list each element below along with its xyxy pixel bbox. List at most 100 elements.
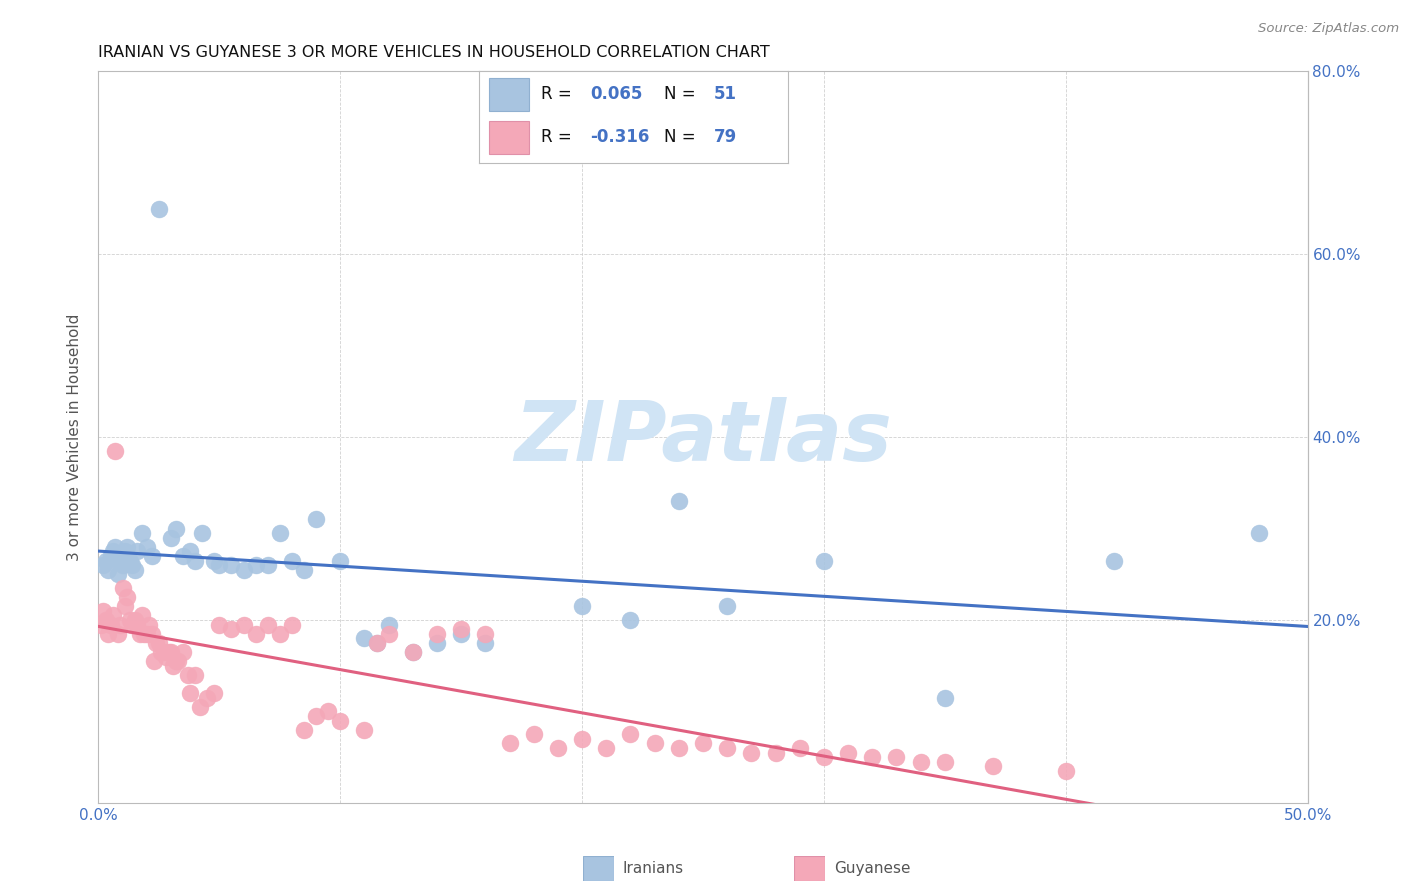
- Point: [184, 667, 207, 681]
- Point: [366, 636, 388, 650]
- Text: Guyanese: Guyanese: [834, 862, 910, 876]
- Point: [245, 626, 267, 640]
- Text: Source: ZipAtlas.com: Source: ZipAtlas.com: [1258, 22, 1399, 36]
- Point: [981, 759, 1004, 773]
- Point: [547, 740, 569, 755]
- Point: [131, 608, 153, 623]
- Point: [155, 649, 177, 664]
- Point: [145, 636, 167, 650]
- Point: [127, 617, 149, 632]
- Point: [114, 599, 136, 614]
- Text: IRANIAN VS GUYANESE 3 OR MORE VEHICLES IN HOUSEHOLD CORRELATION CHART: IRANIAN VS GUYANESE 3 OR MORE VEHICLES I…: [98, 45, 770, 61]
- Point: [141, 549, 163, 563]
- Point: [117, 540, 139, 554]
- Point: [90, 617, 112, 632]
- Point: [281, 553, 304, 567]
- Point: [195, 690, 218, 705]
- Point: [281, 617, 304, 632]
- Point: [221, 622, 243, 636]
- Point: [329, 714, 352, 728]
- Point: [135, 626, 157, 640]
- Point: [172, 549, 194, 563]
- Point: [1102, 553, 1125, 567]
- Point: [316, 705, 339, 719]
- Point: [101, 608, 124, 623]
- Point: [208, 617, 231, 632]
- Point: [141, 626, 163, 640]
- Point: [97, 563, 120, 577]
- Point: [789, 740, 811, 755]
- Point: [813, 750, 835, 764]
- Point: [101, 544, 124, 558]
- Point: [245, 558, 267, 573]
- Point: [160, 645, 183, 659]
- Point: [177, 667, 200, 681]
- Point: [305, 709, 328, 723]
- Point: [134, 626, 156, 640]
- Point: [162, 658, 184, 673]
- Point: [571, 599, 593, 614]
- Point: [860, 750, 883, 764]
- Point: [150, 645, 173, 659]
- Point: [118, 553, 141, 567]
- Point: [165, 654, 187, 668]
- Point: [152, 645, 174, 659]
- Point: [377, 617, 399, 632]
- Point: [292, 563, 315, 577]
- Point: [353, 632, 375, 646]
- Point: [644, 736, 666, 750]
- Point: [188, 699, 211, 714]
- Point: [595, 740, 617, 755]
- Point: [692, 736, 714, 750]
- Point: [402, 645, 425, 659]
- Point: [813, 553, 835, 567]
- Point: [292, 723, 315, 737]
- Point: [740, 746, 762, 760]
- Point: [114, 544, 136, 558]
- Point: [498, 736, 520, 750]
- Point: [474, 626, 496, 640]
- Point: [329, 553, 352, 567]
- Point: [426, 636, 449, 650]
- Point: [269, 526, 291, 541]
- Text: Iranians: Iranians: [623, 862, 683, 876]
- Point: [426, 626, 449, 640]
- Point: [934, 755, 956, 769]
- Point: [450, 622, 472, 636]
- Point: [172, 645, 194, 659]
- Point: [108, 553, 131, 567]
- Point: [91, 604, 114, 618]
- Point: [97, 626, 120, 640]
- Point: [167, 654, 190, 668]
- Point: [765, 746, 787, 760]
- Point: [716, 740, 738, 755]
- Point: [124, 563, 146, 577]
- Point: [716, 599, 738, 614]
- Point: [571, 731, 593, 746]
- Point: [118, 613, 141, 627]
- Text: ZIPatlas: ZIPatlas: [515, 397, 891, 477]
- Point: [127, 544, 149, 558]
- Point: [104, 443, 127, 458]
- Point: [619, 727, 641, 741]
- Point: [208, 558, 231, 573]
- Point: [94, 553, 117, 567]
- Point: [107, 626, 129, 640]
- Point: [91, 558, 114, 573]
- Point: [402, 645, 425, 659]
- Point: [143, 654, 166, 668]
- Point: [179, 544, 201, 558]
- Point: [148, 636, 170, 650]
- Point: [668, 494, 690, 508]
- Point: [204, 686, 226, 700]
- Point: [353, 723, 375, 737]
- Point: [191, 526, 214, 541]
- Point: [269, 626, 291, 640]
- Point: [668, 740, 690, 755]
- Point: [117, 590, 139, 604]
- Point: [121, 558, 143, 573]
- Point: [886, 750, 908, 764]
- Point: [256, 558, 278, 573]
- Point: [1249, 526, 1271, 541]
- Point: [121, 617, 143, 632]
